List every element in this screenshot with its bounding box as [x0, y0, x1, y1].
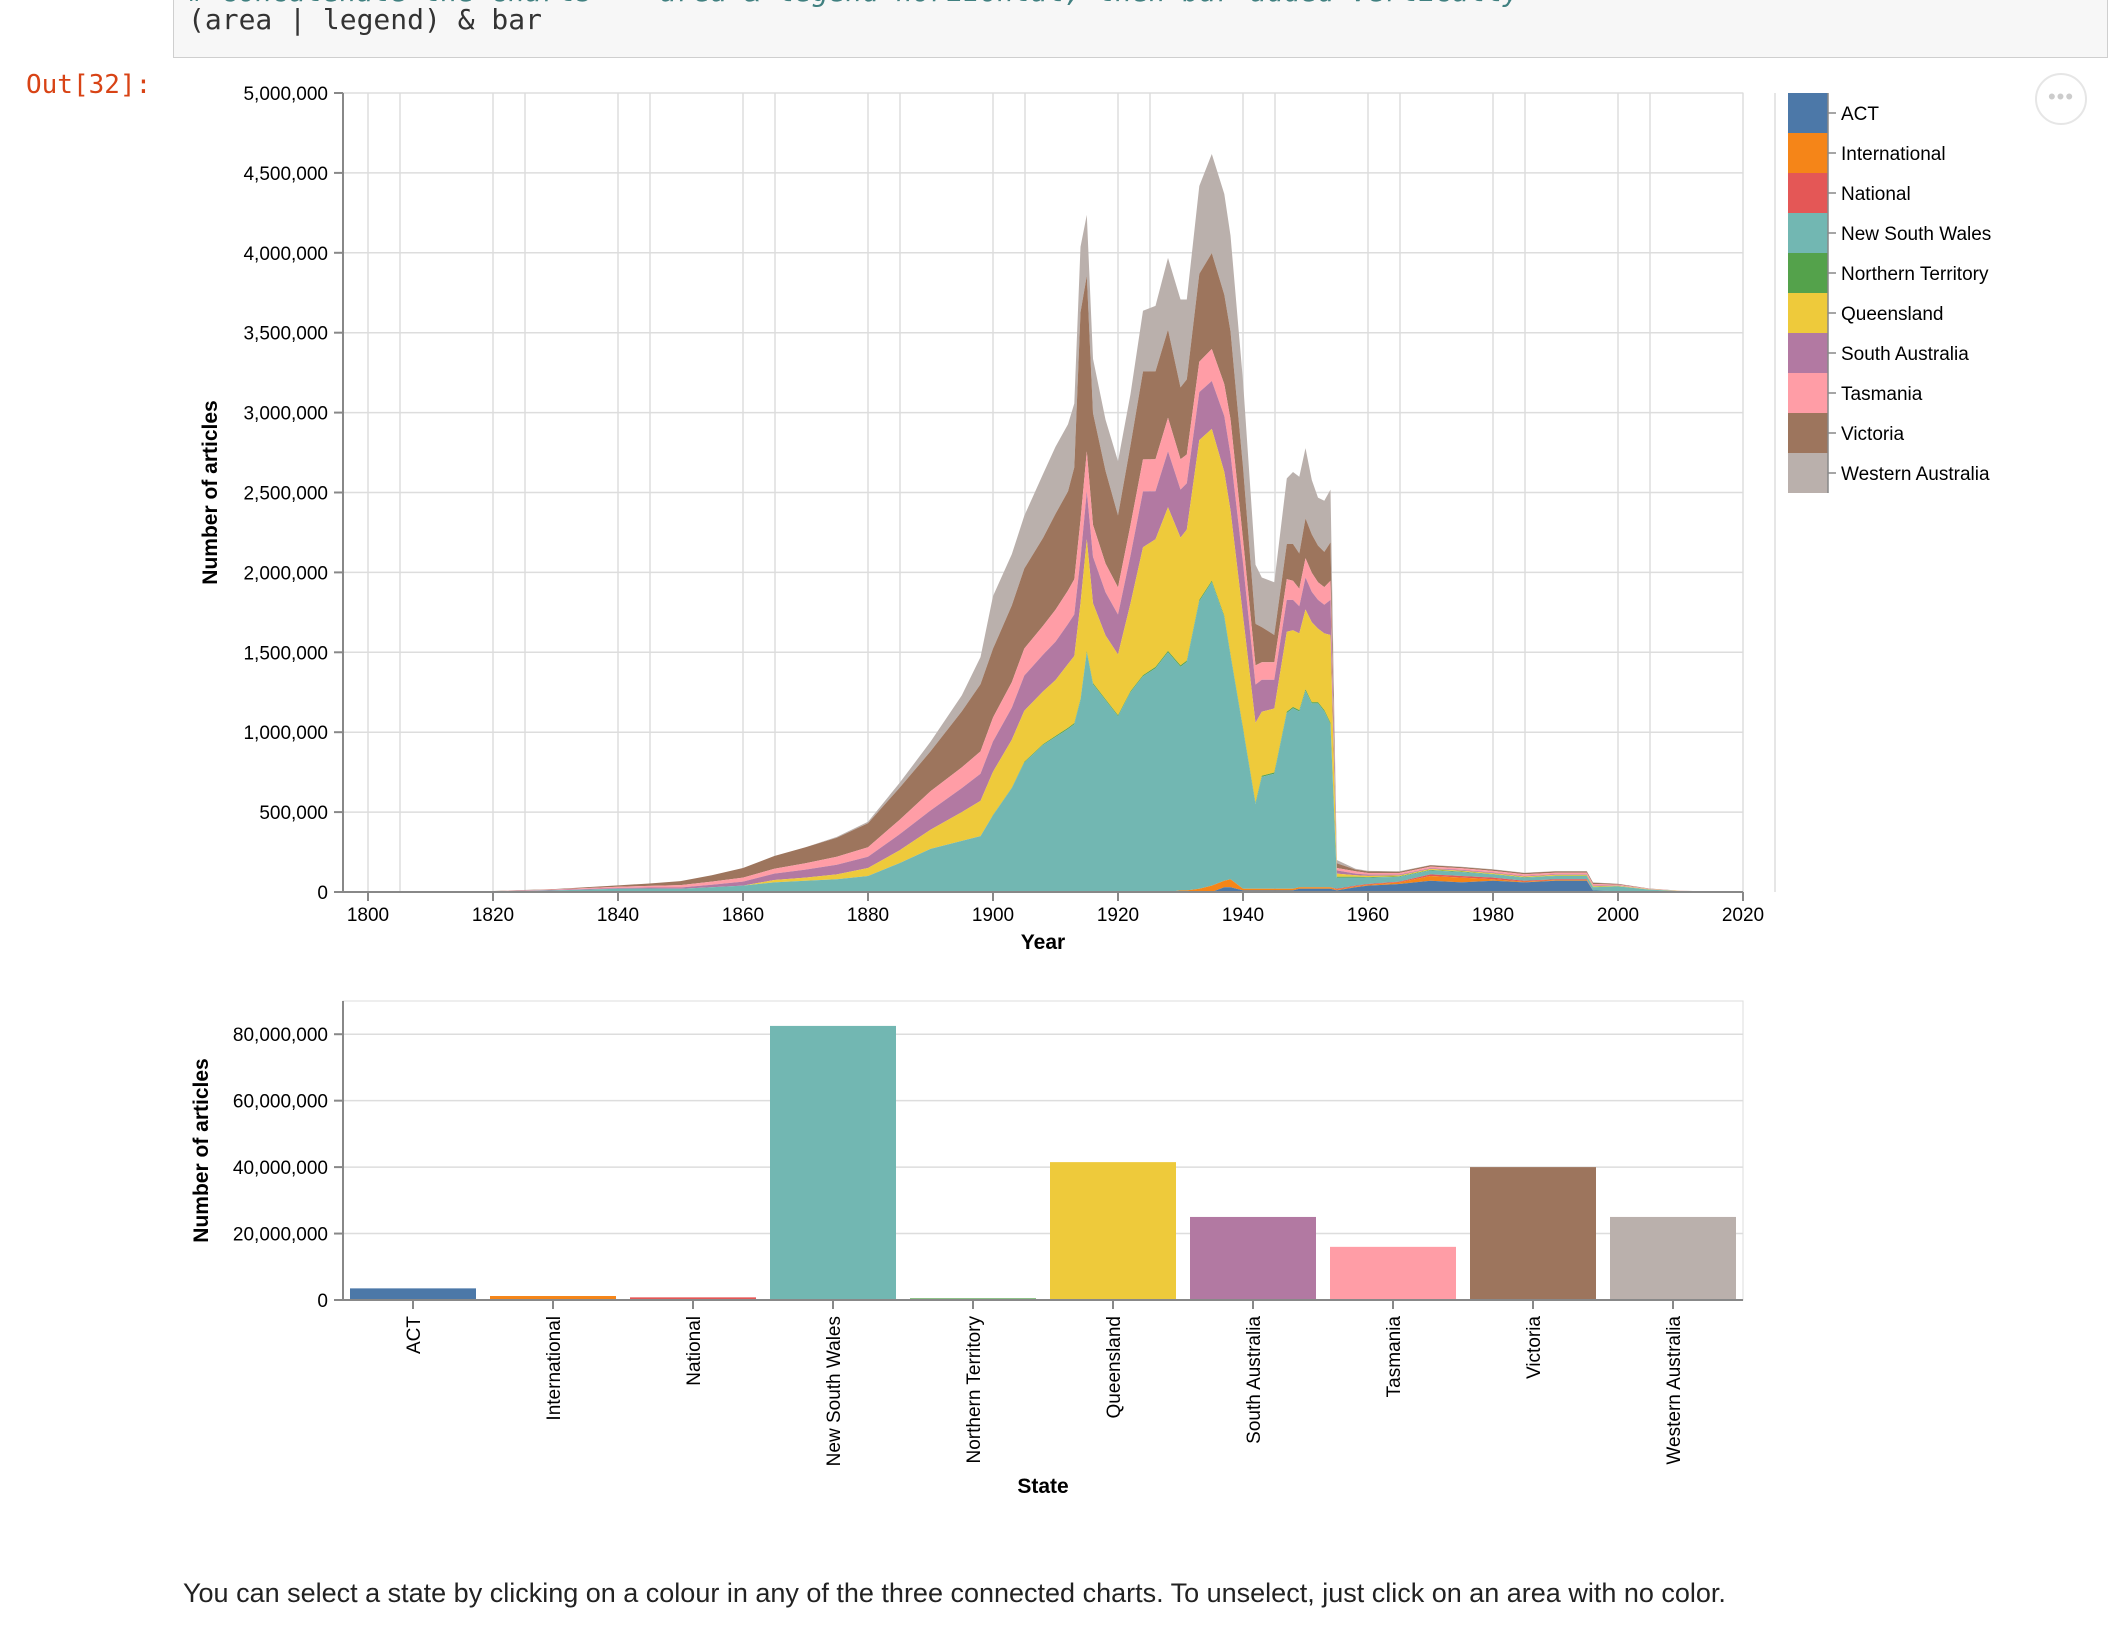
y-tick-label: 0 [317, 883, 328, 904]
legend-item-south-australia[interactable]: South Australia [1788, 333, 1969, 373]
caption-text: You can select a state by clicking on a … [183, 1578, 1726, 1608]
x-tick-label: 1800 [347, 905, 389, 926]
legend-item-northern-territory[interactable]: Northern Territory [1788, 253, 1989, 293]
area-series-south-australia [386, 381, 1743, 892]
legend-swatch [1788, 373, 1828, 413]
bar-new-south-wales[interactable] [770, 1025, 896, 1300]
legend-label: New South Wales [1841, 224, 1991, 245]
legend-swatch [1788, 453, 1828, 493]
legend-swatch [1788, 253, 1828, 293]
legend-swatch [1788, 413, 1828, 453]
x-tick-label: 1960 [1347, 905, 1389, 926]
y-axis-title: Number of articles [190, 1058, 213, 1242]
area-series-act [386, 880, 1743, 892]
code-comment: # concatenate the charts -- area & legen… [188, 0, 1520, 8]
x-tick-label: 1900 [972, 905, 1014, 926]
x-tick-label: 1820 [472, 905, 514, 926]
y-tick-label: 20,000,000 [233, 1225, 328, 1246]
area-series-new-south-wales [386, 582, 1743, 892]
x-tick-label: 1940 [1222, 905, 1264, 926]
bar-south-australia[interactable] [1190, 1216, 1316, 1300]
x-tick-label: South Australia [1244, 1316, 1265, 1444]
legend-label: Northern Territory [1841, 264, 1989, 285]
x-axis-title: Year [1021, 931, 1065, 954]
legend-swatch [1788, 333, 1828, 373]
legend-item-new-south-wales[interactable]: New South Wales [1788, 213, 1991, 253]
legend-label: Victoria [1841, 424, 1904, 445]
y-tick-label: 80,000,000 [233, 1025, 328, 1046]
legend-label: Tasmania [1841, 384, 1923, 405]
y-tick-label: 0 [317, 1291, 328, 1312]
y-tick-label: 4,000,000 [243, 244, 328, 265]
x-tick-label: 1980 [1472, 905, 1514, 926]
y-tick-label: 60,000,000 [233, 1092, 328, 1113]
output-prompt: Out[32]: [26, 70, 152, 100]
x-tick-label: Northern Territory [964, 1316, 985, 1464]
y-tick-label: 40,000,000 [233, 1158, 328, 1179]
bar-western-australia[interactable] [1610, 1216, 1736, 1300]
y-tick-label: 500,000 [259, 803, 328, 824]
bar-act[interactable] [350, 1288, 476, 1300]
code-cell[interactable]: # concatenate the charts -- area & legen… [173, 0, 2108, 58]
x-tick-label: International [544, 1316, 565, 1421]
legend-label: International [1841, 144, 1946, 165]
legend-item-international[interactable]: International [1788, 133, 1946, 173]
area-chart[interactable]: 1800 1820 1840 1860 1880 1900 1920 1940 1960 1980… [190, 85, 2050, 970]
legend-item-national[interactable]: National [1788, 173, 1911, 213]
bar-victoria[interactable] [1470, 1167, 1596, 1300]
x-tick-label: 1880 [847, 905, 889, 926]
x-tick-label: 2020 [1722, 905, 1764, 926]
y-tick-label: 2,500,000 [243, 484, 328, 505]
legend-item-western-australia[interactable]: Western Australia [1788, 453, 1990, 493]
legend-item-act[interactable]: ACT [1788, 93, 1879, 133]
legend-item-tasmania[interactable]: Tasmania [1788, 373, 1923, 413]
area-series-victoria [386, 253, 1743, 893]
area-series-tasmania [386, 349, 1743, 892]
legend-label: South Australia [1841, 344, 1969, 365]
legend-label: ACT [1841, 104, 1879, 125]
legend-label: National [1841, 184, 1911, 205]
x-axis-title: State [1017, 1475, 1068, 1498]
legend-swatch [1788, 133, 1828, 173]
legend-swatch [1788, 173, 1828, 213]
bar-national[interactable] [630, 1297, 756, 1300]
x-tick-label: ACT [404, 1316, 425, 1354]
bar-international[interactable] [490, 1296, 616, 1300]
y-tick-label: 1,000,000 [243, 723, 328, 744]
bar-chart[interactable]: ACT International National New South Wales N… [190, 993, 1790, 1523]
x-tick-label: Queensland [1104, 1316, 1125, 1418]
bar-tasmania[interactable] [1330, 1246, 1456, 1300]
y-tick-label: 3,500,000 [243, 324, 328, 345]
more-actions-button[interactable]: ••• [2035, 73, 2087, 125]
x-tick-label: New South Wales [824, 1316, 845, 1466]
legend-swatch [1788, 213, 1828, 253]
x-tick-label: Tasmania [1384, 1316, 1405, 1398]
legend-label: Western Australia [1841, 464, 1990, 485]
legend-item-victoria[interactable]: Victoria [1788, 413, 1904, 453]
y-axis-title: Number of articles [199, 400, 222, 584]
y-tick-label: 2,000,000 [243, 563, 328, 584]
ellipsis-icon: ••• [2047, 84, 2075, 109]
bar-queensland[interactable] [1050, 1162, 1176, 1300]
x-tick-label: 1920 [1097, 905, 1139, 926]
legend-swatch [1788, 93, 1828, 133]
x-tick-label: Western Australia [1664, 1316, 1685, 1465]
code-line: (area | legend) & bar [188, 3, 543, 36]
y-tick-label: 1,500,000 [243, 643, 328, 664]
y-tick-label: 4,500,000 [243, 164, 328, 185]
x-tick-label: 2000 [1597, 905, 1639, 926]
legend-swatch [1788, 293, 1828, 333]
x-tick-label: 1840 [597, 905, 639, 926]
legend-item-queensland[interactable]: Queensland [1788, 293, 1943, 333]
legend-label: Queensland [1841, 304, 1943, 325]
y-tick-label: 3,000,000 [243, 404, 328, 425]
x-tick-label: Victoria [1524, 1316, 1545, 1379]
y-tick-label: 5,000,000 [243, 85, 328, 105]
x-tick-label: 1860 [722, 905, 764, 926]
x-tick-label: National [684, 1316, 705, 1386]
